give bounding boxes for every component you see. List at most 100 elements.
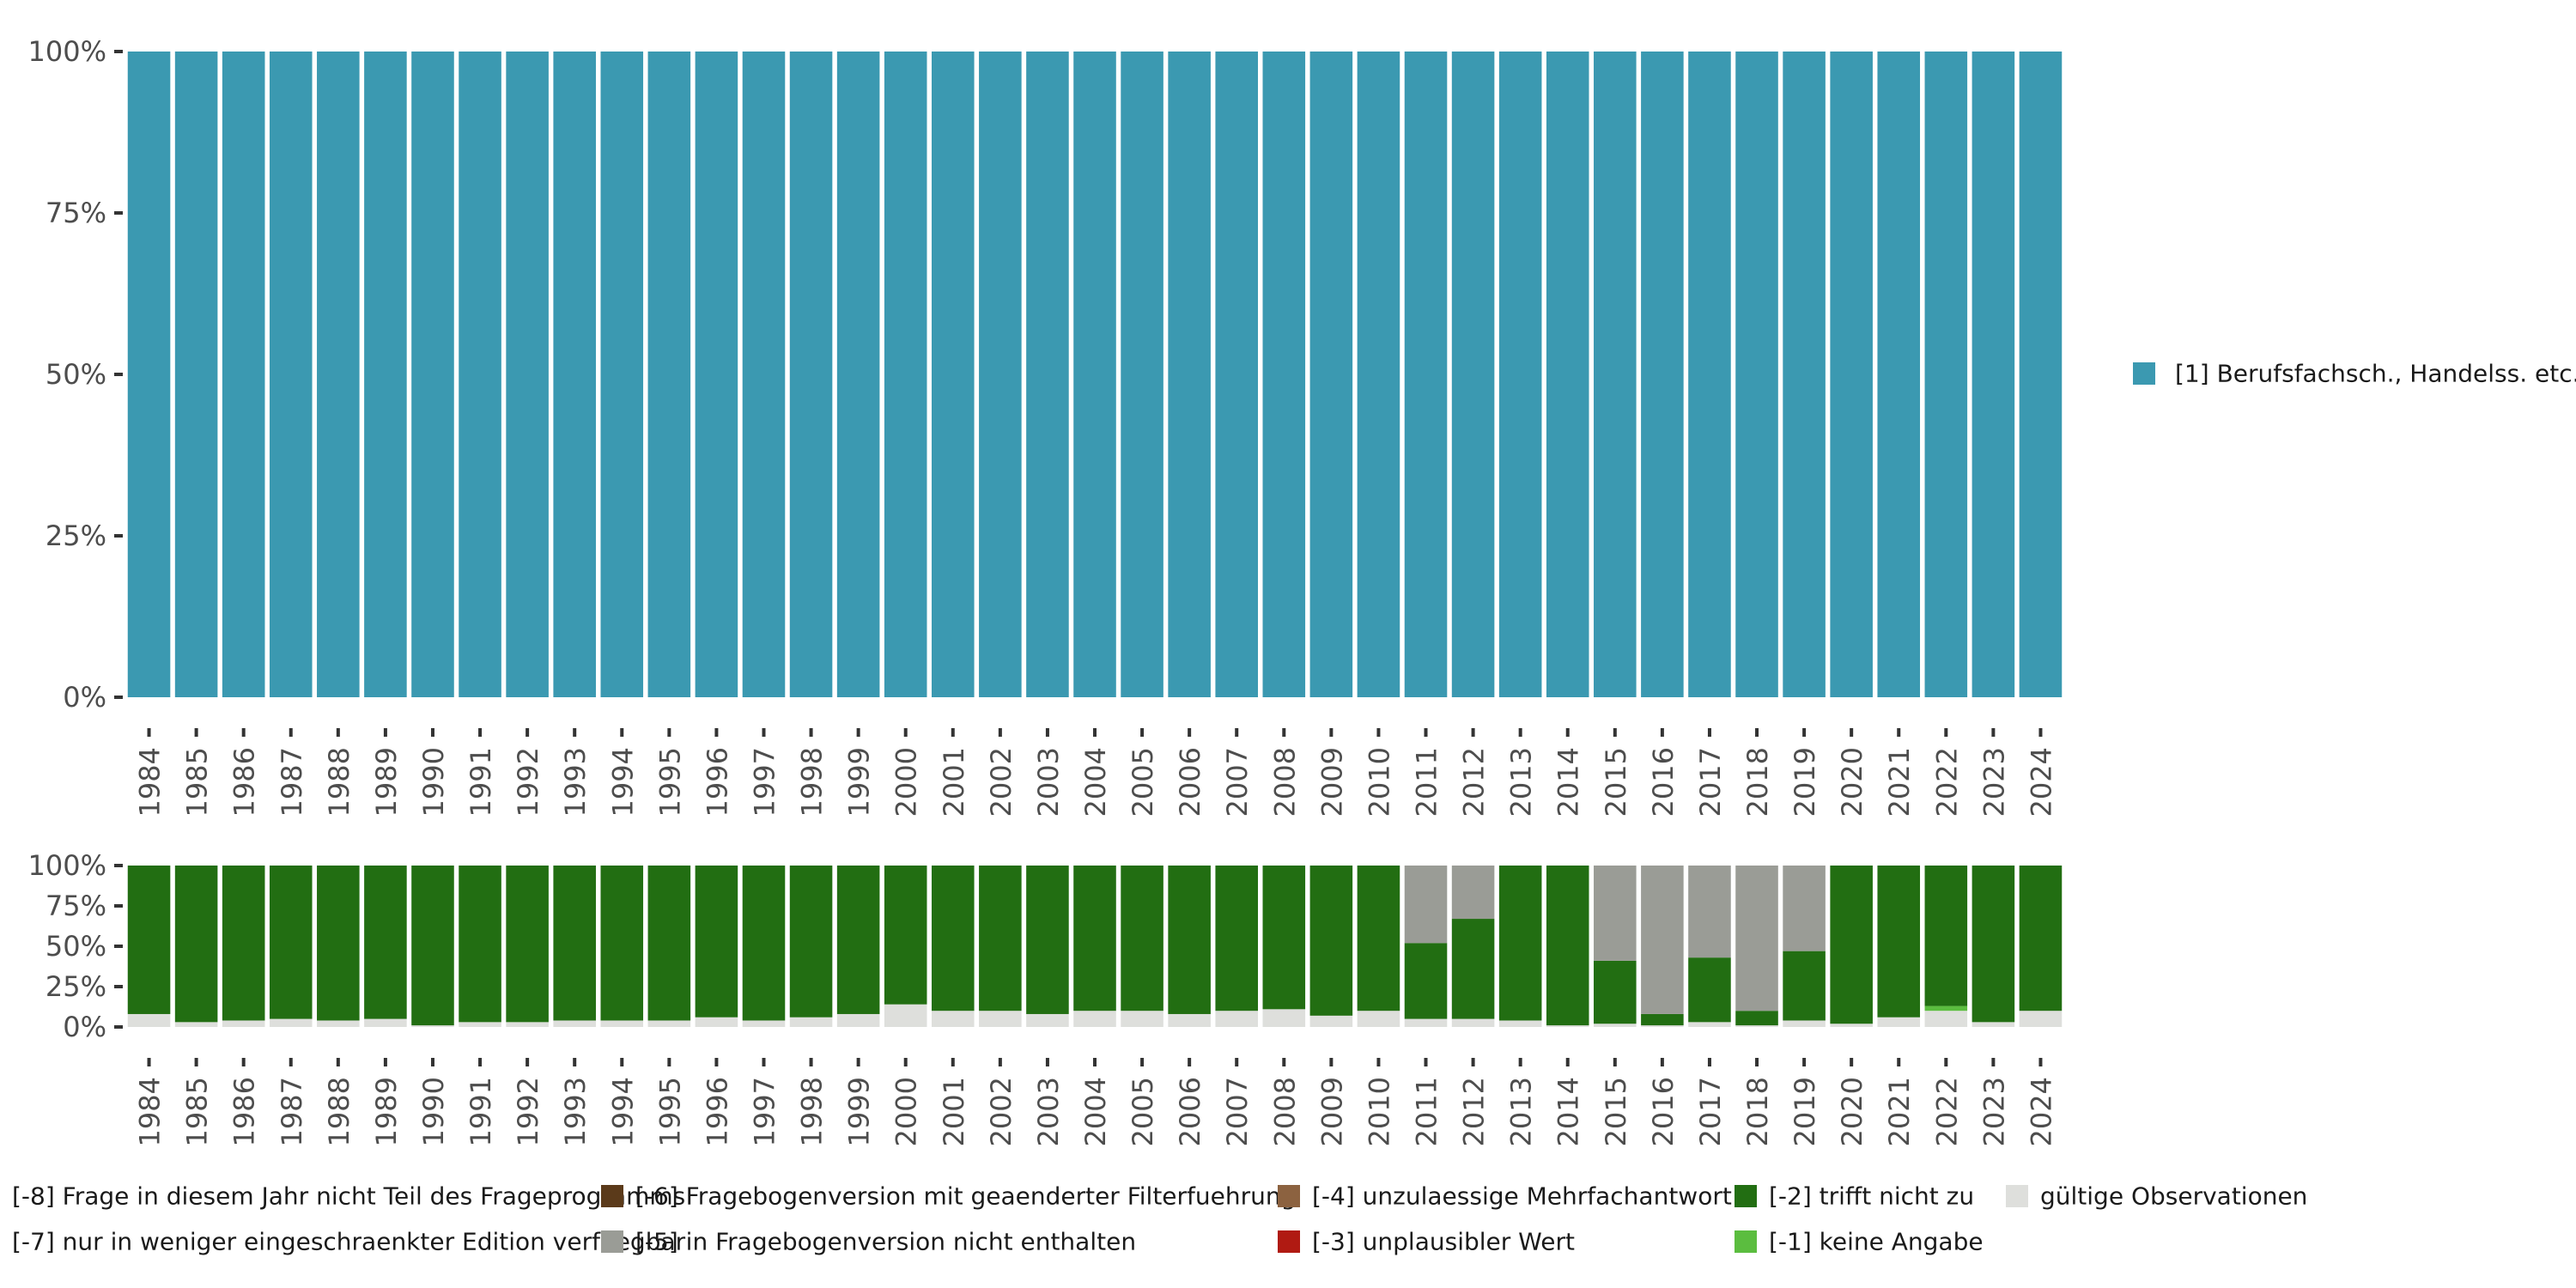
x-tick-label: 1985 [181,747,214,817]
x-tick-label: 2022 [1930,1077,1963,1146]
bar-segment [174,52,218,697]
bar-segment [884,866,927,1005]
x-tick-label: 2008 [1268,747,1301,817]
x-tick-label: 2015 [1600,747,1632,817]
bar-segment [364,1018,407,1027]
x-tick-label: 1993 [559,1077,592,1146]
x-tick-label: 1992 [512,747,544,817]
x-tick-label: 2012 [1458,1077,1491,1146]
bar-segment [1735,1025,1778,1027]
x-tick-label: 2014 [1552,1077,1585,1146]
y-tick-label: 100% [28,35,106,68]
bar-segment [742,1020,786,1027]
x-tick-label: 2021 [1883,1077,1916,1146]
bar-segment [1121,52,1163,697]
x-tick-label: 1994 [606,747,639,817]
x-tick-label: 1990 [417,1077,450,1146]
x-tick-label: 2009 [1315,747,1348,817]
x-tick-label: 2000 [890,1077,923,1146]
x-tick-label: 2024 [2025,747,2057,817]
x-tick-label: 2012 [1458,747,1491,817]
bar-segment [364,52,407,697]
bar-segment [127,52,171,697]
bar-segment [1546,866,1589,1026]
bar-segment [1215,866,1259,1012]
bar-segment [600,52,644,697]
bar-segment [1641,1013,1684,1026]
bar-segment [1262,52,1306,697]
bar-segment [1451,52,1495,697]
x-tick-label: 2016 [1647,747,1680,817]
bottom-chart-legend: [-8] Frage in diesem Jahr nicht Teil des… [12,1182,2307,1256]
bar-segment [1877,52,1921,697]
legend-label: [-6] Fragebogenversion mit geaenderter F… [635,1182,1296,1211]
y-tick-label: 50% [46,930,106,963]
legend-label: [-7] nur in weniger eingeschraenkter Edi… [12,1228,686,1256]
bar-segment [789,52,833,697]
y-tick-label: 100% [28,849,106,882]
bar-segment [459,1022,501,1027]
bar-segment [2019,866,2063,1012]
bar-segment [1924,1011,1968,1027]
bar-segment [1830,866,1873,1024]
x-tick-label: 2018 [1741,1077,1774,1146]
legend-swatch [601,1185,623,1207]
y-tick-label: 25% [46,519,106,552]
x-tick-label: 2017 [1694,747,1727,817]
bar-segment [1215,52,1259,697]
x-tick-label: 2004 [1079,747,1112,817]
x-tick-label: 1998 [796,747,829,817]
bar-segment [269,1018,313,1027]
x-tick-label: 1988 [323,747,355,817]
bar-segment [1924,52,1968,697]
x-tick-label: 1998 [796,1077,829,1146]
bar-segment [1498,866,1542,1021]
bar-segment [789,1017,833,1027]
bar-segment [1451,1018,1495,1027]
x-tick-label: 2015 [1600,1077,1632,1146]
top-chart-panel: 0% 25% 50% 75% 100% 1984 1985 1986 1987 1988 1989 1… [28,35,2063,817]
bar-segment [1971,866,2015,1023]
legend-swatch [2006,1185,2028,1207]
x-tick-label: 2014 [1552,747,1585,817]
x-tick-label: 2001 [938,747,970,817]
bar-segment [1451,866,1495,920]
legend-label: [-4] unzulaessige Mehrfachantwort [1312,1182,1732,1211]
x-tick-label: 1984 [134,747,167,817]
x-tick-label: 2007 [1221,1077,1254,1146]
bar-segment [2019,52,2063,697]
bar-segment [1404,1018,1448,1027]
legend-swatch [2133,362,2155,385]
bar-segment [1357,52,1400,697]
bar-segment [979,866,1022,1012]
bar-segment [1641,1025,1684,1027]
bar-segment [1971,1022,2015,1027]
bar-segment [1309,52,1353,697]
bar-segment [1498,52,1542,697]
bar-segment [1026,866,1069,1014]
bar-segment [1262,1009,1306,1027]
x-tick-label: 1997 [748,1077,781,1146]
x-tick-label: 1996 [701,747,733,817]
top-chart-legend: [1] Berufsfachsch., Handelss. etc. [2133,360,2576,388]
bar-segment [695,1017,738,1027]
bar-segment [1688,957,1731,1023]
bar-segment [1594,52,1637,697]
bar-segment [1594,1024,1637,1027]
bar-segment [695,52,738,697]
legend-label: [-5] in Fragebogenversion nicht enthalte… [635,1228,1136,1256]
bar-segment [1168,1013,1211,1027]
bar-segment [1121,1011,1163,1027]
bar-segment [222,52,265,697]
bar-segment [1688,866,1731,958]
bar-segment [317,866,360,1021]
legend-swatch [1278,1230,1300,1253]
x-tick-label: 1989 [370,1077,403,1146]
bar-segment [1215,1011,1259,1027]
x-tick-label: 2006 [1174,1077,1206,1146]
x-tick-label: 2020 [1836,1077,1868,1146]
bar-segment [459,52,501,697]
bar-segment [1498,1020,1542,1027]
legend-label: [1] Berufsfachsch., Handelss. etc. [2175,360,2576,388]
